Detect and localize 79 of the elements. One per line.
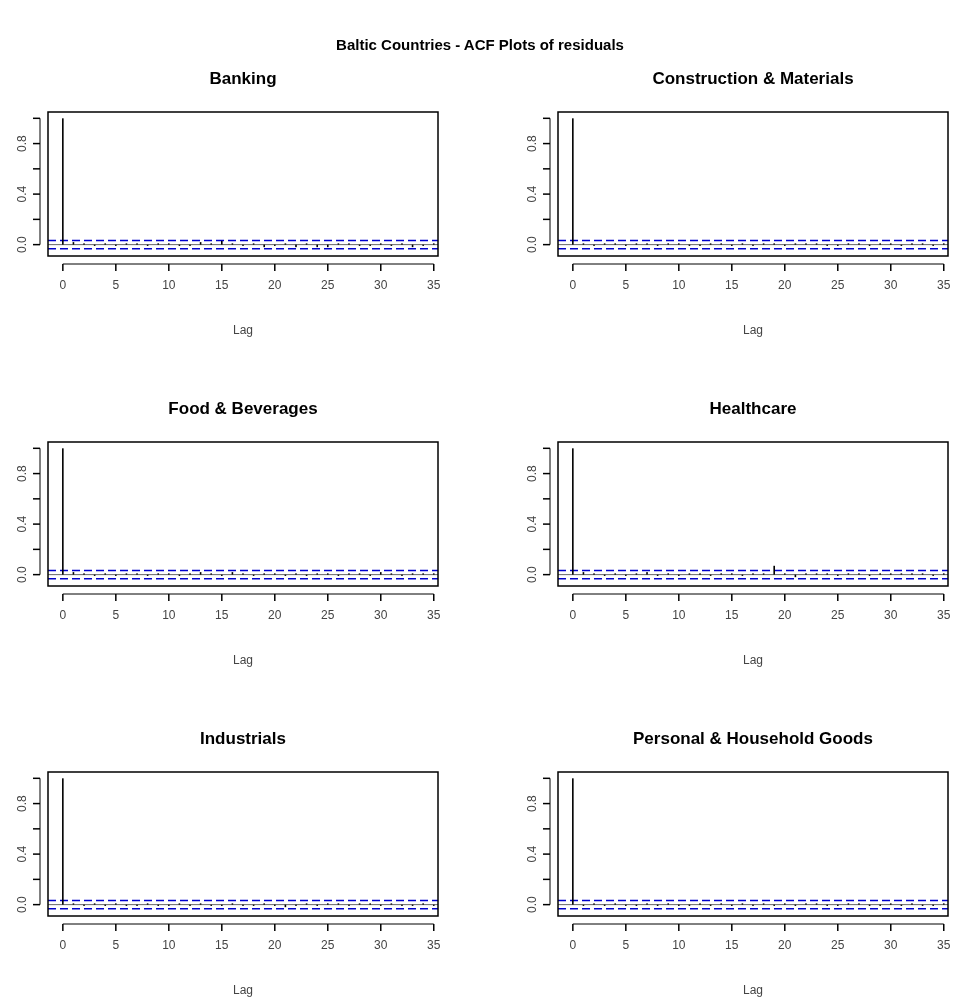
y-tick-label: 0.0 xyxy=(525,895,539,913)
x-tick-label: 20 xyxy=(778,938,792,952)
y-tick-label: 0.0 xyxy=(15,565,29,583)
y-tick-label: 0.8 xyxy=(525,464,539,482)
x-tick-label: 30 xyxy=(884,938,898,952)
x-tick-label: 5 xyxy=(112,278,120,292)
x-tick-label: 25 xyxy=(321,608,335,622)
x-tick-label: 30 xyxy=(884,278,898,292)
x-tick-label: 15 xyxy=(725,938,739,952)
x-axis-title: Lag xyxy=(742,983,764,997)
x-tick-label: 5 xyxy=(112,938,120,952)
y-tick-label: 0.4 xyxy=(15,845,29,863)
x-axis-title: Lag xyxy=(742,323,764,337)
x-tick-label: 35 xyxy=(427,938,441,952)
x-tick-label: 30 xyxy=(374,938,388,952)
x-tick-label: 10 xyxy=(672,278,686,292)
x-tick-label: 0 xyxy=(569,278,577,292)
y-tick-label: 0.0 xyxy=(525,565,539,583)
x-tick-label: 0 xyxy=(59,938,67,952)
x-tick-label: 25 xyxy=(321,938,335,952)
x-tick-label: 30 xyxy=(374,278,388,292)
x-tick-label: 0 xyxy=(59,608,67,622)
x-axis-title: Lag xyxy=(232,323,254,337)
x-tick-label: 0 xyxy=(569,608,577,622)
x-tick-label: 20 xyxy=(268,278,282,292)
chart-title: Construction & Materials xyxy=(652,69,854,88)
y-tick-label: 0.4 xyxy=(525,185,539,203)
y-tick-label: 0.8 xyxy=(525,134,539,152)
x-tick-label: 5 xyxy=(622,278,630,292)
x-tick-label: 20 xyxy=(778,608,792,622)
x-axis-title: Lag xyxy=(742,653,764,667)
x-tick-label: 10 xyxy=(162,608,176,622)
y-tick-label: 0.4 xyxy=(525,515,539,533)
x-tick-label: 0 xyxy=(59,278,67,292)
x-tick-label: 35 xyxy=(427,278,441,292)
y-tick-label: 0.0 xyxy=(15,235,29,253)
x-tick-label: 20 xyxy=(268,938,282,952)
x-tick-label: 35 xyxy=(427,608,441,622)
chart-title: Industrials xyxy=(200,729,286,748)
x-tick-label: 15 xyxy=(215,608,229,622)
y-tick-label: 0.8 xyxy=(15,464,29,482)
y-tick-label: 0.4 xyxy=(15,185,29,203)
x-tick-label: 5 xyxy=(622,938,630,952)
x-axis-title: Lag xyxy=(232,653,254,667)
x-tick-label: 20 xyxy=(268,608,282,622)
y-tick-label: 0.8 xyxy=(15,134,29,152)
x-tick-label: 10 xyxy=(162,278,176,292)
x-tick-label: 30 xyxy=(884,608,898,622)
x-tick-label: 5 xyxy=(622,608,630,622)
x-tick-label: 10 xyxy=(672,608,686,622)
y-tick-label: 0.0 xyxy=(15,895,29,913)
x-tick-label: 15 xyxy=(215,938,229,952)
text: Baltic Countries - ACF Plots of residuals xyxy=(336,36,624,53)
y-tick-label: 0.4 xyxy=(525,845,539,863)
y-tick-label: 0.4 xyxy=(15,515,29,533)
chart-title: Food & Beverages xyxy=(168,399,318,418)
x-tick-label: 30 xyxy=(374,608,388,622)
x-tick-label: 15 xyxy=(725,278,739,292)
x-tick-label: 35 xyxy=(937,938,951,952)
x-tick-label: 5 xyxy=(112,608,120,622)
chart-title: Banking xyxy=(209,69,277,88)
chart-title: Healthcare xyxy=(709,399,797,418)
x-tick-label: 25 xyxy=(831,938,845,952)
y-tick-label: 0.8 xyxy=(525,794,539,812)
x-axis-title: Lag xyxy=(232,983,254,997)
x-tick-label: 35 xyxy=(937,608,951,622)
x-tick-label: 0 xyxy=(569,938,577,952)
x-tick-label: 15 xyxy=(725,608,739,622)
x-tick-label: 15 xyxy=(215,278,229,292)
x-tick-label: 10 xyxy=(672,938,686,952)
x-tick-label: 25 xyxy=(321,278,335,292)
chart-title: Personal & Household Goods xyxy=(633,729,873,748)
y-tick-label: 0.8 xyxy=(15,794,29,812)
x-tick-label: 35 xyxy=(937,278,951,292)
x-tick-label: 20 xyxy=(778,278,792,292)
x-tick-label: 25 xyxy=(831,278,845,292)
x-tick-label: 25 xyxy=(831,608,845,622)
y-tick-label: 0.0 xyxy=(525,235,539,253)
x-tick-label: 10 xyxy=(162,938,176,952)
